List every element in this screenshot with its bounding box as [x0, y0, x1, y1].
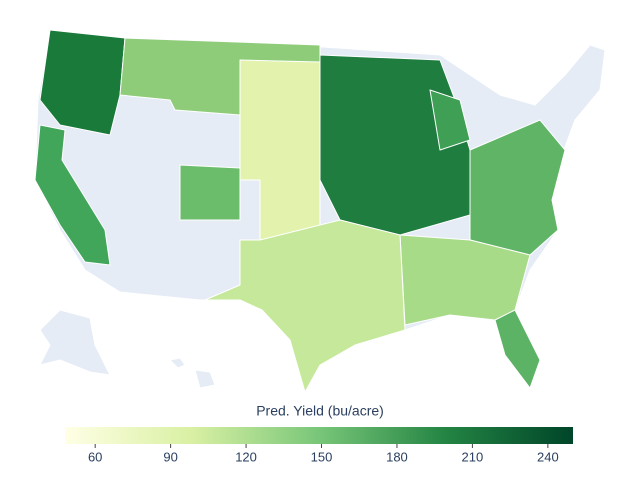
colorbar-title: Pred. Yield (bu/acre) — [256, 403, 384, 419]
colorbar-tick-label: 240 — [537, 449, 559, 464]
region-california — [34, 124, 111, 266]
colorbar-tick-label: 120 — [235, 449, 257, 464]
colorbar-bar — [65, 427, 573, 444]
colorbar-tick-label: 150 — [311, 449, 333, 464]
region-colorado — [179, 164, 241, 221]
alaska — [39, 309, 111, 376]
region-florida — [494, 309, 541, 389]
region-south-plains — [204, 219, 406, 393]
colorbar-tick-label: 180 — [386, 449, 408, 464]
colorbar-tick-label: 60 — [88, 449, 102, 464]
hawaii — [169, 357, 216, 389]
us-map — [34, 29, 606, 393]
colorbar-tick-label: 210 — [462, 449, 484, 464]
colorbar: Pred. Yield (bu/acre) 60 90 120 150 180 210 24… — [65, 403, 573, 464]
region-michigan — [429, 89, 471, 151]
colorbar-tick-label: 90 — [163, 449, 177, 464]
